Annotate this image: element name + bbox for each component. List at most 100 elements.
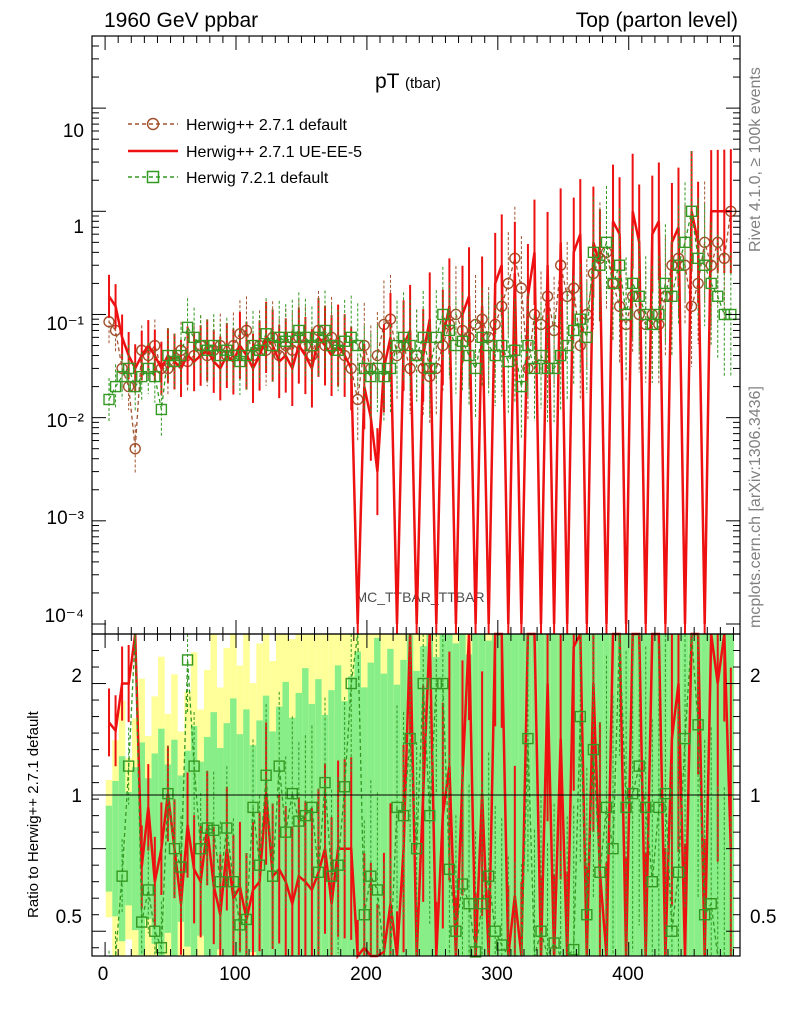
ratio-marker-h721 (496, 939, 508, 951)
ytick-label-0p01: 10⁻² (47, 411, 85, 432)
marker-h721 (522, 339, 534, 352)
ratio-ytick-label-right-0p5: 0.5 (750, 907, 776, 928)
marker-h721 (509, 344, 521, 356)
marker-h721 (338, 335, 351, 347)
marker-h721 (646, 318, 658, 331)
ratio-marker-h721 (574, 710, 586, 723)
ratio-marker-h721 (482, 870, 495, 882)
ratio-marker-h721 (424, 809, 436, 822)
xtick-label-100: 100 (219, 964, 251, 985)
ratio-marker-h721 (247, 801, 259, 814)
legend-item-h271: Herwig++ 2.7.1 default (128, 117, 348, 134)
ratio-marker-h721 (371, 884, 384, 896)
marker-h721 (463, 349, 475, 362)
ratio-marker-h721 (594, 866, 606, 878)
ratio-marker-h721 (332, 859, 344, 871)
ratio-band-green (131, 767, 139, 931)
title-main: pT (375, 70, 400, 93)
marker-h721 (162, 349, 174, 362)
marker-h721 (568, 324, 580, 337)
marker-h721 (142, 362, 154, 375)
ratio-band-green (374, 637, 381, 956)
ytick-label-0p0001: 10⁻⁴ (45, 606, 84, 627)
marker-h721 (266, 339, 279, 352)
marker-h721 (391, 339, 403, 352)
ratio-marker-h721 (568, 943, 580, 956)
marker-h721 (240, 349, 253, 362)
ratio-marker-h721 (417, 677, 429, 690)
marker-h721 (698, 259, 711, 271)
ratio-band-green (164, 764, 172, 933)
ratio-marker-h721 (194, 842, 207, 855)
ytick-label-0p1: 10⁻¹ (47, 314, 85, 335)
ratio-marker-h721 (181, 654, 194, 666)
mcplots-label: mcplots.cern.ch [arXiv:1306.3436] (747, 386, 764, 628)
marker-h721 (587, 246, 600, 259)
marker-h721 (188, 331, 200, 344)
ratio-band-green (452, 643, 460, 956)
ratio-marker-h721 (404, 732, 416, 745)
ratio-marker-h721 (633, 760, 645, 772)
marker-h721 (332, 344, 344, 356)
ratio-marker-h721 (463, 898, 475, 910)
ratio-marker-h721 (240, 913, 253, 926)
series-line-ue (107, 210, 731, 625)
ratio-marker-h721 (640, 801, 652, 814)
watermark: MC_TTBAR_TTBAR (355, 589, 484, 605)
marker-h721 (666, 290, 678, 303)
marker-h721 (554, 349, 567, 362)
ratio-marker-h721 (175, 861, 187, 873)
marker-h721 (633, 290, 645, 303)
ratio-ytick-label-right-1: 1 (750, 786, 761, 807)
ratio-series-layer (108, 632, 733, 960)
ratio-marker-h721 (122, 760, 135, 772)
ratio-marker-h721 (666, 925, 678, 937)
ratio-band-green (243, 709, 250, 956)
marker-h721 (574, 313, 586, 325)
marker-h721 (149, 370, 161, 383)
marker-h721 (273, 331, 285, 344)
marker-h721 (103, 393, 115, 406)
marker-h721 (352, 339, 364, 352)
ratio-marker-h721 (469, 946, 482, 958)
ratio-marker-h721 (338, 781, 351, 793)
ratio-marker-h721 (299, 809, 312, 822)
marker-h721 (496, 339, 508, 352)
marker-h721 (515, 380, 528, 393)
marker-h721 (548, 362, 560, 375)
marker-h271 (502, 277, 514, 290)
marker-h721 (181, 321, 194, 334)
ratio-band-green (112, 780, 119, 917)
marker-h721 (620, 308, 632, 321)
marker-h271 (129, 443, 141, 455)
ratio-marker-h721 (397, 809, 410, 822)
ratio-marker-h721 (162, 787, 174, 800)
ratio-marker-h721 (345, 677, 357, 690)
ratio-band-green (367, 662, 375, 956)
ratio-band-green (230, 698, 237, 956)
legend-marker-h271 (146, 117, 160, 131)
header-left: 1960 GeV ppbar (104, 9, 258, 32)
ratio-marker-h721 (266, 870, 279, 882)
ratio-marker-h721 (672, 866, 685, 878)
ratio-marker-h721 (692, 719, 704, 731)
marker-h271 (365, 362, 377, 375)
ratio-marker-h721 (312, 866, 325, 878)
legend-item-ue: Herwig++ 2.7.1 UE-EE-5 (128, 144, 362, 161)
legend-label-ue: Herwig++ 2.7.1 UE-EE-5 (186, 144, 362, 161)
legend-label-h721: Herwig 7.2.1 default (186, 170, 329, 187)
marker-h721 (424, 362, 436, 375)
ratio-marker-h721 (698, 909, 711, 921)
marker-h721 (319, 324, 331, 337)
ratio-marker-h721 (522, 732, 534, 745)
marker-h721 (672, 259, 685, 271)
marker-h721 (260, 328, 272, 340)
marker-h721 (600, 236, 613, 249)
marker-h721 (528, 362, 541, 375)
ratio-marker-h721 (489, 925, 501, 937)
marker-h721 (437, 308, 449, 321)
marker-h721 (705, 277, 717, 290)
marker-h721 (116, 370, 128, 383)
marker-h721 (384, 362, 397, 375)
